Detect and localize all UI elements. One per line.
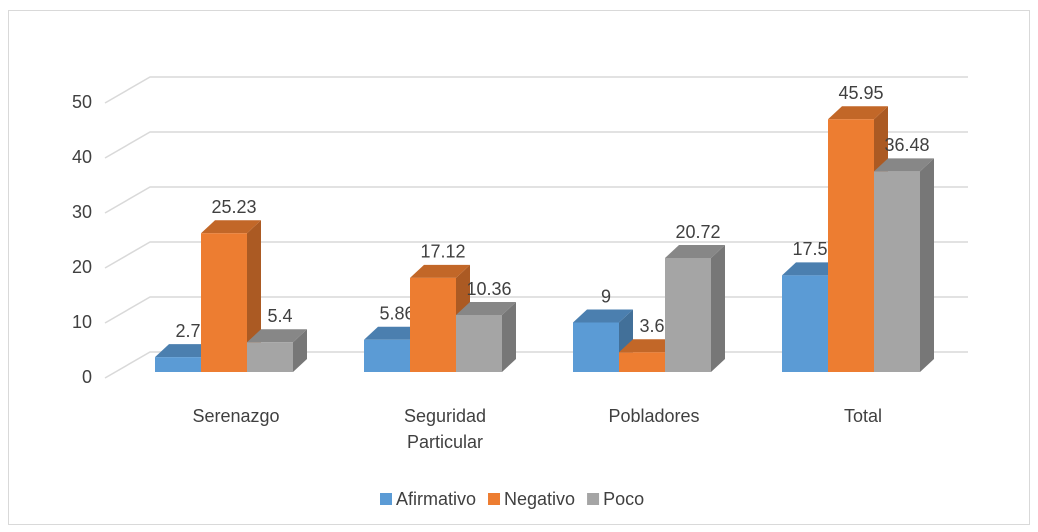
grid-line xyxy=(104,241,968,269)
y-tick-label: 0 xyxy=(82,367,92,387)
data-label: 36.48 xyxy=(884,135,929,155)
bar-side xyxy=(293,329,307,372)
grid-line xyxy=(104,131,968,159)
bar-top xyxy=(573,309,633,323)
bar-front xyxy=(364,339,410,372)
data-label: 17.56 xyxy=(792,239,837,259)
bar xyxy=(665,245,725,372)
bar-top xyxy=(874,158,934,172)
data-label: 2.7 xyxy=(175,321,200,341)
x-tick-label: Total xyxy=(843,406,883,426)
bar-front xyxy=(410,277,456,372)
data-label: 45.95 xyxy=(838,83,883,103)
bar-front xyxy=(573,322,619,372)
bar-front xyxy=(619,352,665,372)
legend-swatch xyxy=(380,493,392,505)
bar-front xyxy=(456,315,502,372)
bar-top xyxy=(619,339,679,353)
bar-top xyxy=(201,220,261,234)
bar xyxy=(456,302,516,372)
bar-top xyxy=(247,329,307,343)
data-label: 9 xyxy=(601,286,611,306)
x-tick-label: Serenazgo xyxy=(192,406,280,426)
bar-top xyxy=(364,326,424,340)
y-tick-label: 50 xyxy=(72,92,92,112)
y-tick-label: 40 xyxy=(72,147,92,167)
bar-front xyxy=(201,233,247,372)
legend-swatch xyxy=(488,493,501,505)
x-tick-label: Pobladores xyxy=(608,406,700,426)
bar xyxy=(247,329,307,372)
bar-front xyxy=(155,357,201,372)
x-tick-label: Seguridad Particular xyxy=(403,406,487,452)
bar-top xyxy=(410,264,470,278)
y-tick-label: 20 xyxy=(72,257,92,277)
data-label: 5.86 xyxy=(379,304,414,324)
bar-front xyxy=(665,258,711,372)
grid-line xyxy=(104,186,968,214)
y-tick-label: 30 xyxy=(72,202,92,222)
y-tick-label: 10 xyxy=(72,312,92,332)
bar-side xyxy=(711,245,725,372)
bar-top xyxy=(155,344,215,358)
data-label: 17.12 xyxy=(420,242,465,262)
bar-top xyxy=(828,106,888,120)
bar-front xyxy=(782,275,828,372)
data-label: 25.23 xyxy=(211,197,256,217)
bar-top xyxy=(782,262,842,276)
legend-label: Poco xyxy=(603,489,644,509)
bar-front xyxy=(247,342,293,372)
data-label: 5.4 xyxy=(267,306,292,326)
grid-line xyxy=(104,76,968,104)
bar xyxy=(874,158,934,372)
data-label: 20.72 xyxy=(675,222,720,242)
data-label: 3.6 xyxy=(639,316,664,336)
bar-side xyxy=(502,302,516,372)
data-label: 10.36 xyxy=(466,279,511,299)
bar-top xyxy=(665,245,725,259)
bar-top xyxy=(456,302,516,316)
legend-swatch xyxy=(587,493,600,505)
bar-side xyxy=(920,158,934,372)
bar-front xyxy=(828,119,874,373)
legend-label: Negativo xyxy=(504,489,575,509)
bar-front xyxy=(874,171,920,372)
legend-label: Afirmativo xyxy=(396,489,476,509)
